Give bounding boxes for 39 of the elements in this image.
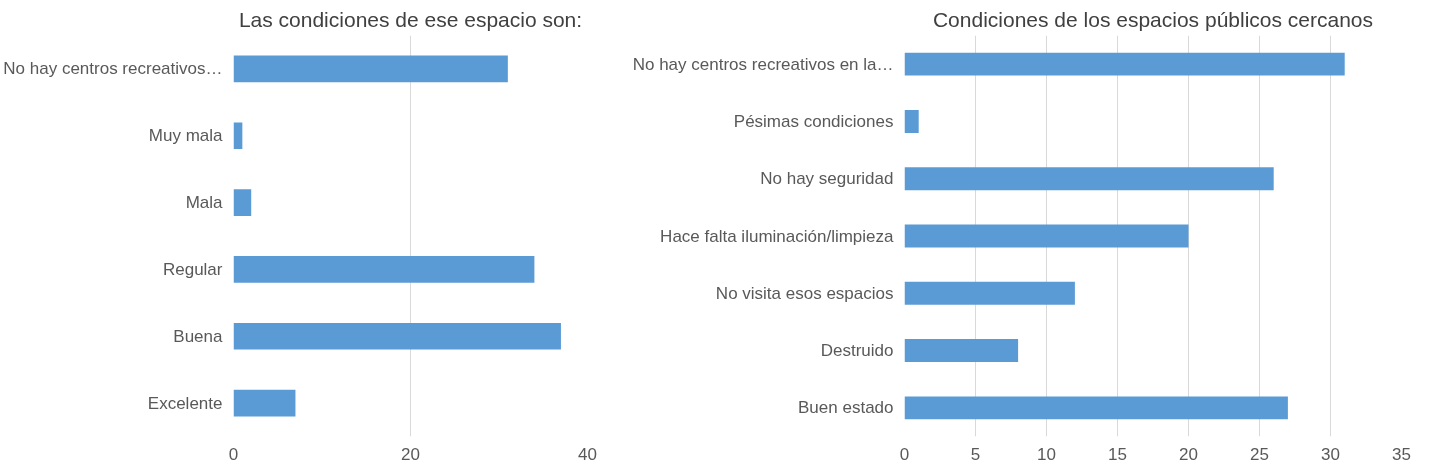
x-tick-label: 5 xyxy=(970,444,981,464)
y-tick-label: Buena xyxy=(173,326,224,346)
x-tick-label: 20 xyxy=(1179,444,1198,464)
x-tick-label: 15 xyxy=(1108,444,1127,464)
bar xyxy=(233,256,535,283)
y-tick-label: Buen estado xyxy=(798,398,894,418)
y-tick-label: Mala xyxy=(185,193,224,213)
bar xyxy=(904,52,1345,76)
x-tick-label: 0 xyxy=(228,444,239,464)
bar xyxy=(233,189,252,216)
x-tick-label: 20 xyxy=(401,444,420,464)
y-tick-label: No hay centros recreativos en la… xyxy=(632,54,894,74)
chart-title: Condiciones de los espacios públicos cercanos xyxy=(932,7,1374,31)
bar xyxy=(904,224,1189,248)
y-tick-label: Muy mala xyxy=(148,126,224,146)
y-tick-label: Pésimas condiciones xyxy=(733,111,894,131)
bar xyxy=(904,396,1288,420)
bar xyxy=(233,55,508,83)
y-tick-label: No hay seguridad xyxy=(760,169,894,189)
bar xyxy=(904,281,1075,305)
bar xyxy=(904,339,1019,363)
bar xyxy=(233,322,561,350)
bar xyxy=(233,122,243,150)
x-tick-label: 40 xyxy=(578,444,597,464)
y-tick-label: Regular xyxy=(162,259,223,279)
chart-title: Las condiciones de ese espacio son: xyxy=(238,7,583,31)
y-tick-label: No hay centros recreativos… xyxy=(3,59,223,79)
y-tick-label: No visita esos espacios xyxy=(715,283,894,303)
bar xyxy=(904,167,1274,191)
x-tick-label: 30 xyxy=(1321,444,1340,464)
bar xyxy=(904,109,919,133)
x-tick-label: 0 xyxy=(899,444,910,464)
bar xyxy=(233,389,296,417)
y-tick-label: Destruido xyxy=(820,341,894,361)
x-tick-label: 25 xyxy=(1250,444,1269,464)
x-tick-label: 10 xyxy=(1037,444,1056,464)
y-tick-label: Hace falta iluminación/limpieza xyxy=(660,226,895,246)
x-tick-label: 35 xyxy=(1392,444,1411,464)
y-tick-label: Excelente xyxy=(147,393,223,413)
